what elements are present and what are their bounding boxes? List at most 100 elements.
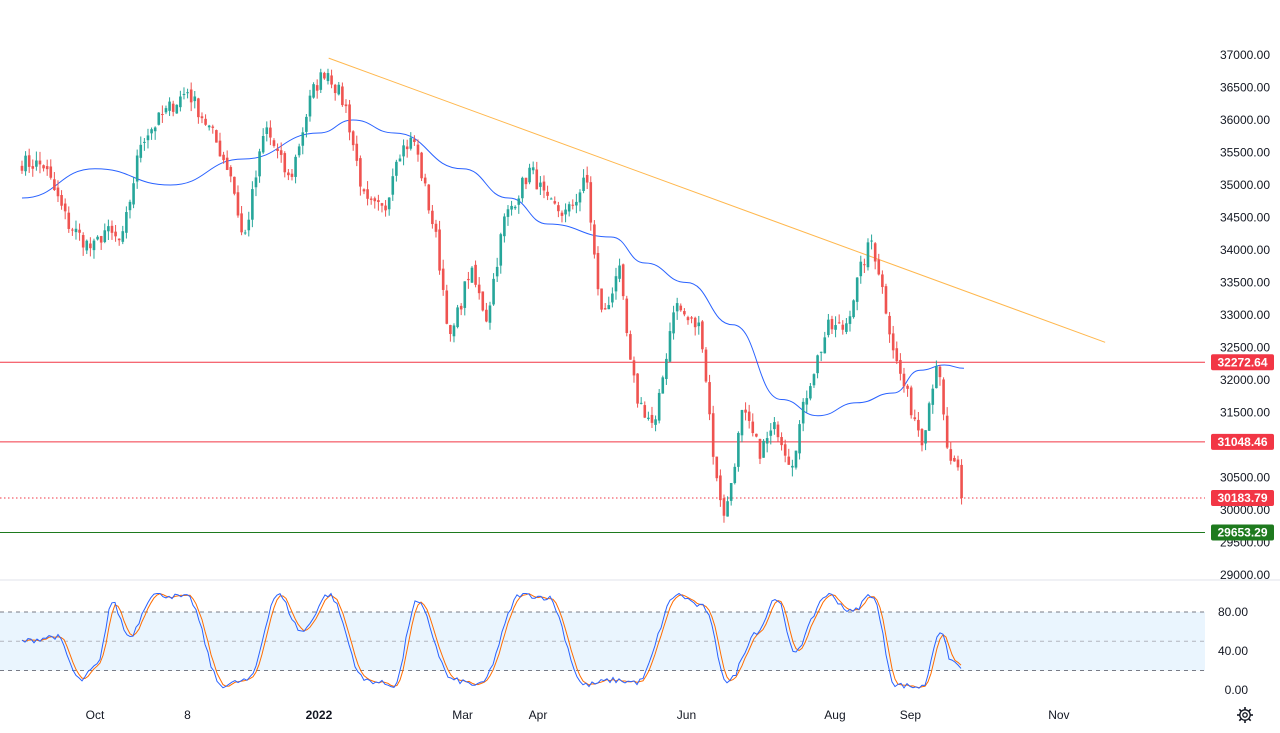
candle-body — [128, 201, 132, 211]
candle — [380, 202, 384, 213]
price-tick-label: 34500.00 — [1220, 211, 1270, 225]
candle — [337, 81, 341, 96]
candle-body — [323, 72, 326, 79]
candle-body — [204, 118, 207, 125]
candle-body — [74, 228, 78, 233]
candle — [225, 150, 229, 171]
price-tick-label: 32500.00 — [1220, 341, 1270, 355]
candle — [81, 232, 85, 256]
candle — [186, 88, 189, 99]
candle — [535, 161, 539, 190]
price-tag: 32272.64 — [1211, 354, 1274, 371]
candle-body — [413, 139, 416, 142]
candle-body — [733, 466, 737, 484]
time-tick-label: Nov — [1048, 708, 1069, 722]
candle — [956, 455, 960, 471]
candle-body — [463, 281, 467, 308]
price-tick-label: 30500.00 — [1220, 471, 1270, 485]
candle-body — [780, 437, 783, 446]
candle-body — [337, 84, 341, 95]
candle-body — [809, 386, 812, 399]
price-tick-label: 30000.00 — [1220, 503, 1270, 517]
candle — [913, 409, 917, 422]
candle-body — [31, 166, 35, 169]
candle — [945, 407, 949, 450]
candle-body — [20, 165, 24, 171]
candle — [344, 99, 348, 113]
candle — [881, 270, 884, 294]
candle — [369, 196, 373, 205]
candle — [794, 450, 798, 470]
time-tick-label: Jun — [677, 708, 696, 722]
candle-body — [423, 177, 427, 184]
candle — [751, 413, 755, 437]
candle — [236, 185, 240, 218]
gear-icon[interactable] — [1236, 706, 1254, 724]
candle-body — [632, 360, 636, 376]
price-tag-label: 30183.79 — [1217, 491, 1267, 505]
candle — [92, 238, 96, 259]
candle-body — [773, 422, 776, 430]
candle — [647, 411, 650, 421]
candle-body — [888, 315, 891, 335]
candle-body — [402, 145, 405, 157]
candle-body — [355, 143, 359, 161]
candle — [301, 127, 305, 155]
candle-body — [513, 206, 517, 209]
price-tag-bg — [1211, 490, 1274, 507]
candle-body — [207, 125, 211, 128]
candle-body — [549, 198, 553, 200]
candle — [783, 439, 787, 463]
candle-body — [801, 401, 805, 424]
candle — [895, 341, 899, 365]
candle — [528, 163, 531, 185]
candle — [121, 225, 125, 245]
candle — [675, 297, 679, 320]
candle-body — [560, 212, 564, 216]
candle-body — [877, 259, 881, 275]
price-tag: 31048.46 — [1211, 433, 1274, 450]
candle — [161, 105, 164, 123]
candle-body — [719, 475, 722, 501]
candle-body — [510, 205, 513, 210]
candle-body — [852, 300, 855, 318]
candle-body — [546, 191, 549, 196]
candle-body — [99, 236, 103, 243]
price-tick-label: 35500.00 — [1220, 146, 1270, 160]
candle — [801, 398, 805, 432]
candle — [906, 384, 909, 397]
candle-body — [301, 132, 305, 146]
candle — [351, 130, 355, 151]
candle — [373, 196, 377, 209]
candle — [819, 351, 823, 362]
candle — [765, 431, 769, 453]
price-tag-label: 29653.29 — [1217, 526, 1267, 540]
candle-body — [107, 226, 110, 232]
candle — [643, 401, 647, 419]
candle — [247, 211, 251, 237]
candle — [233, 176, 236, 196]
candle-body — [913, 417, 917, 420]
candle — [755, 433, 758, 438]
candle — [852, 299, 855, 319]
candle — [531, 161, 535, 175]
candle-body — [197, 98, 200, 118]
candle — [521, 176, 524, 203]
candle-body — [603, 308, 607, 310]
candle — [701, 320, 704, 353]
candle-body — [697, 322, 701, 327]
candle-body — [535, 169, 539, 190]
candle-body — [665, 358, 668, 379]
candle-body — [247, 219, 251, 231]
candle — [377, 194, 380, 211]
candle — [179, 90, 182, 112]
candle — [211, 124, 215, 134]
candle-body — [607, 305, 611, 310]
candle — [560, 210, 564, 223]
candle-body — [24, 155, 27, 172]
candle-body — [276, 148, 279, 151]
candle-body — [517, 198, 521, 205]
candle-body — [611, 293, 614, 303]
